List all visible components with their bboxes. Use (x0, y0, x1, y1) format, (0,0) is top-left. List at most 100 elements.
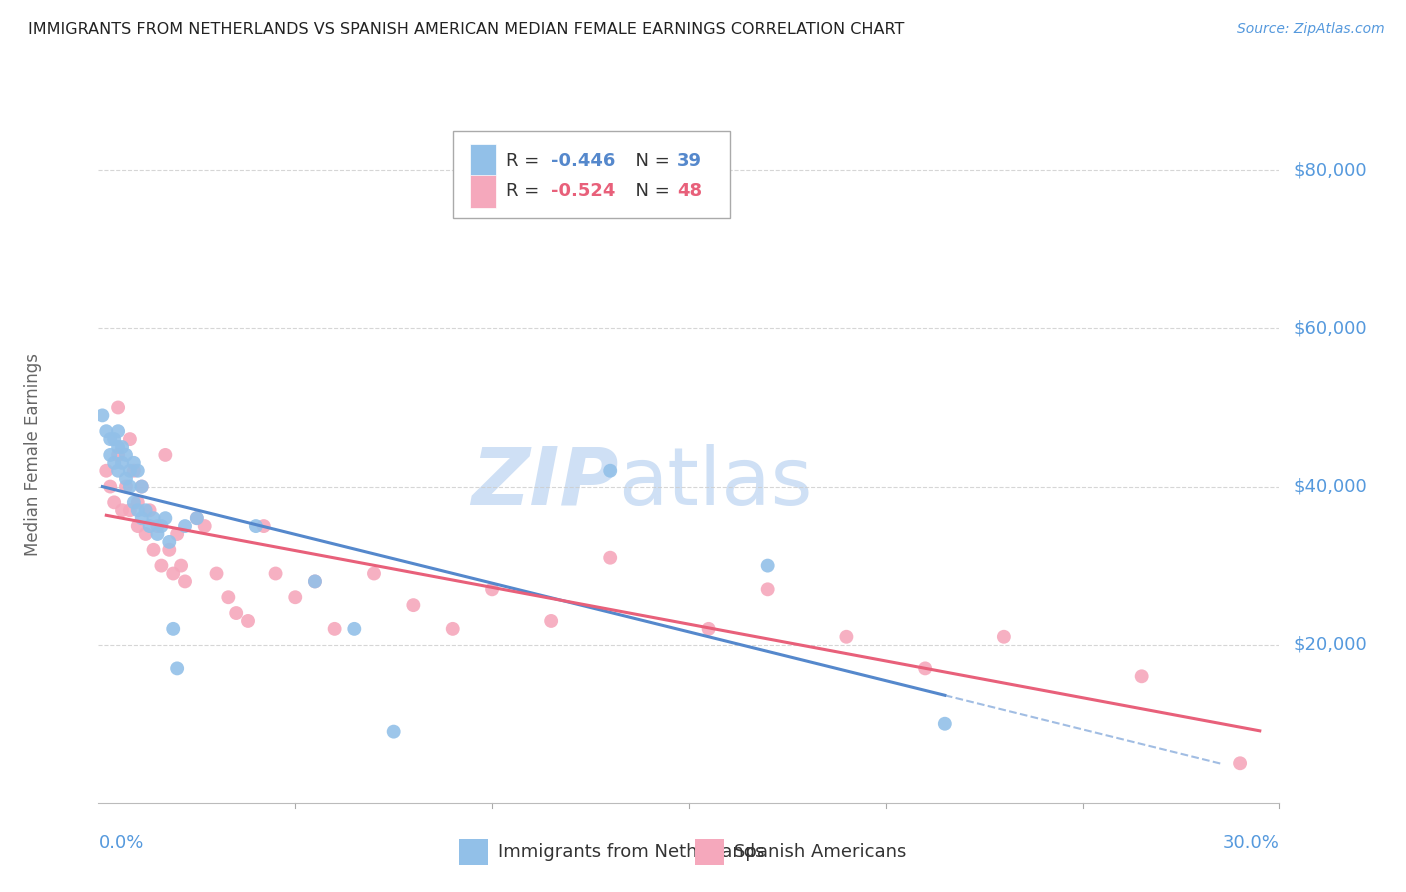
Text: $20,000: $20,000 (1294, 636, 1368, 654)
Point (115, 448, 138, 462)
Point (135, 503, 157, 517)
Text: 39: 39 (678, 152, 702, 169)
Text: $40,000: $40,000 (1294, 477, 1368, 496)
Point (170, 558, 193, 573)
Point (111, 440, 134, 454)
Point (1229, 756, 1251, 771)
Point (323, 622, 346, 636)
Point (284, 591, 307, 605)
Text: Source: ZipAtlas.com: Source: ZipAtlas.com (1237, 22, 1385, 37)
Point (98, 479, 121, 493)
Point (1130, 669, 1153, 683)
Text: N =: N = (624, 152, 675, 169)
Point (441, 622, 464, 636)
Point (118, 432, 141, 446)
Text: R =: R = (506, 182, 546, 200)
Point (481, 582, 503, 597)
Text: IMMIGRANTS FROM NETHERLANDS VS SPANISH AMERICAN MEDIAN FEMALE EARNINGS CORRELATI: IMMIGRANTS FROM NETHERLANDS VS SPANISH A… (28, 22, 904, 37)
Point (122, 495, 145, 509)
Point (150, 519, 173, 533)
Point (142, 511, 165, 525)
Point (186, 511, 208, 525)
Text: 0.0%: 0.0% (98, 834, 143, 852)
Point (186, 511, 208, 525)
Point (599, 464, 621, 478)
Text: $80,000: $80,000 (1294, 161, 1367, 179)
Point (540, 614, 562, 628)
Text: ZIP: ZIP (471, 443, 619, 522)
Point (166, 661, 188, 675)
Point (155, 511, 177, 525)
Text: 30.0%: 30.0% (1223, 834, 1279, 852)
Point (96, 464, 118, 478)
Point (96, 424, 118, 438)
Point (835, 630, 858, 644)
Point (382, 724, 405, 739)
Point (131, 511, 153, 525)
Point (363, 566, 385, 581)
Point (174, 574, 197, 589)
Point (142, 542, 165, 557)
Point (194, 519, 217, 533)
Point (146, 527, 169, 541)
Point (245, 519, 267, 533)
Point (127, 519, 149, 533)
Text: N =: N = (624, 182, 675, 200)
Point (118, 464, 141, 478)
Point (122, 456, 145, 470)
Point (111, 503, 134, 517)
Point (150, 558, 173, 573)
Point (138, 503, 160, 517)
Bar (458, 839, 488, 865)
Point (205, 566, 228, 581)
Point (253, 519, 276, 533)
Point (103, 495, 125, 509)
Point (304, 574, 326, 589)
Point (127, 464, 149, 478)
Text: $60,000: $60,000 (1294, 319, 1367, 337)
Point (599, 550, 621, 565)
Point (264, 566, 287, 581)
Text: Median Female Earnings: Median Female Earnings (24, 353, 42, 557)
Point (122, 464, 145, 478)
Point (993, 630, 1015, 644)
Point (103, 456, 125, 470)
Text: Immigrants from Netherlands: Immigrants from Netherlands (498, 843, 763, 861)
Text: -0.524: -0.524 (551, 182, 616, 200)
Text: Spanish Americans: Spanish Americans (734, 843, 907, 861)
Point (402, 598, 425, 612)
Bar (471, 175, 496, 208)
Point (118, 503, 141, 517)
Point (304, 574, 326, 589)
Point (166, 527, 188, 541)
Point (131, 479, 153, 493)
Point (697, 622, 720, 636)
Point (98, 448, 121, 462)
Bar (695, 839, 724, 865)
Point (107, 424, 129, 438)
Point (155, 448, 177, 462)
Bar (471, 144, 496, 178)
Point (934, 716, 956, 731)
Point (162, 622, 184, 636)
Point (115, 472, 138, 486)
Point (115, 479, 138, 493)
Point (107, 440, 129, 454)
Point (107, 448, 129, 462)
Point (914, 661, 936, 675)
Point (236, 614, 259, 628)
Point (127, 495, 149, 509)
Point (118, 479, 141, 493)
Point (131, 479, 153, 493)
Point (162, 566, 184, 581)
Text: R =: R = (506, 152, 546, 169)
Point (127, 503, 149, 517)
Point (157, 542, 180, 557)
Point (157, 535, 180, 549)
Point (103, 432, 125, 446)
FancyBboxPatch shape (453, 131, 730, 219)
Text: -0.446: -0.446 (551, 152, 616, 169)
Point (107, 464, 129, 478)
Text: atlas: atlas (619, 443, 813, 522)
Point (217, 591, 239, 605)
